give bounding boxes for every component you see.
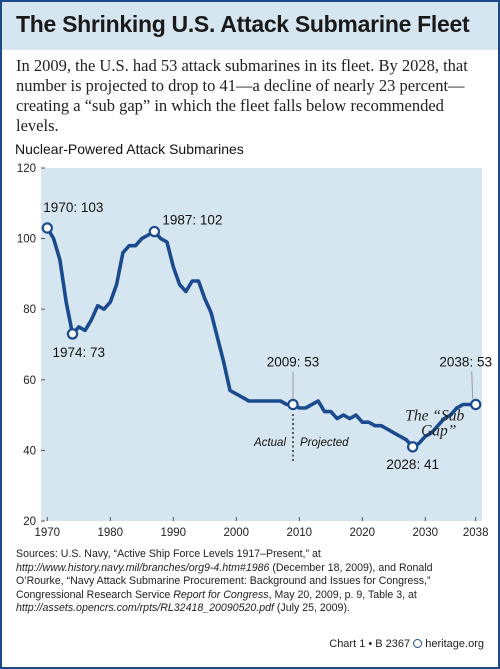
x-tick-label: 1980 bbox=[98, 527, 124, 539]
sub-gap-label-line1: The “Sub bbox=[405, 407, 464, 424]
sources-lead: Sources: bbox=[16, 548, 58, 560]
annotation-label: 1974: 73 bbox=[53, 345, 106, 360]
x-tick-label: 2000 bbox=[224, 527, 250, 539]
annotation-label: 2038: 53 bbox=[439, 355, 492, 370]
heritage-logo-icon bbox=[413, 639, 423, 648]
y-tick-label: 60 bbox=[23, 375, 36, 387]
annotation-label: 1987: 102 bbox=[162, 213, 222, 228]
footer: Chart 1 • B 2367 heritage.org bbox=[329, 638, 484, 650]
title-bar: The Shrinking U.S. Attack Submarine Flee… bbox=[2, 2, 498, 50]
y-tick-label: 20 bbox=[23, 516, 36, 528]
annotation-label: 2009: 53 bbox=[267, 355, 320, 370]
sub-gap-label-line2: Gap” bbox=[421, 422, 456, 439]
series-line bbox=[45, 226, 478, 449]
sources-part2: (December 18, 2009), and Ronald O’Rourke… bbox=[16, 561, 433, 601]
sources-link2[interactable]: http://assets.opencrs.com/rpts/RL32418_2… bbox=[16, 602, 274, 615]
x-axis: 1970 1980 1990 2000 2010 2020 2030 2038 bbox=[35, 517, 489, 539]
annotation-marker bbox=[41, 222, 54, 234]
annotation-marker bbox=[407, 441, 419, 453]
x-tick-label: 2030 bbox=[413, 527, 439, 539]
actual-label: Actual bbox=[253, 437, 286, 449]
chart-summary: In 2009, the U.S. had 53 attack submarin… bbox=[16, 56, 468, 135]
annotation-layer: 1970: 103 1974: 73 1987: 102 2009: 53 2028: … bbox=[41, 200, 492, 472]
site-link[interactable]: heritage.org bbox=[425, 638, 484, 650]
actual-projected-divider: Actual Projected bbox=[253, 414, 349, 461]
y-axis: 20 40 60 80 100 120 bbox=[17, 163, 45, 528]
y-tick-label: 80 bbox=[23, 304, 36, 316]
annotation-marker bbox=[470, 398, 482, 411]
y-tick-label: 40 bbox=[23, 445, 36, 457]
plot-area bbox=[41, 168, 482, 521]
page-title: The Shrinking U.S. Attack Submarine Flee… bbox=[16, 11, 470, 37]
x-tick-label: 1990 bbox=[161, 527, 187, 539]
sources-part1: U.S. Navy, “Active Ship Force Levels 191… bbox=[57, 548, 321, 560]
chart-title: Nuclear-Powered Attack Submarines bbox=[15, 141, 244, 157]
annotation-label: 2028: 41 bbox=[386, 457, 439, 472]
y-tick-label: 100 bbox=[17, 234, 36, 246]
projected-label: Projected bbox=[300, 437, 349, 449]
annotation-marker bbox=[66, 328, 79, 340]
series-layer bbox=[45, 226, 478, 449]
y-tick-label: 120 bbox=[17, 163, 36, 175]
sources-note: Sources: U.S. Navy, “Active Ship Force L… bbox=[16, 548, 482, 616]
annotation-marker bbox=[148, 225, 161, 238]
x-tick-label: 2038 bbox=[463, 527, 489, 539]
x-tick-label: 2010 bbox=[287, 527, 313, 539]
sources-link1[interactable]: http://www.history.navy.mil/branches/org… bbox=[16, 561, 270, 574]
sources-report: Report for Congress bbox=[173, 588, 269, 601]
sources-part4: (July 25, 2009). bbox=[273, 602, 350, 615]
x-tick-label: 1970 bbox=[35, 527, 61, 539]
x-tick-label: 2020 bbox=[350, 527, 376, 539]
annotation-marker bbox=[287, 398, 299, 411]
annotation-label: 1970: 103 bbox=[43, 200, 103, 215]
chart-credit: Chart 1 • B 2367 bbox=[329, 638, 411, 650]
sources-part3: , May 20, 2009, p. 9, Table 3, at bbox=[268, 588, 417, 601]
annotation-leader bbox=[471, 371, 474, 399]
